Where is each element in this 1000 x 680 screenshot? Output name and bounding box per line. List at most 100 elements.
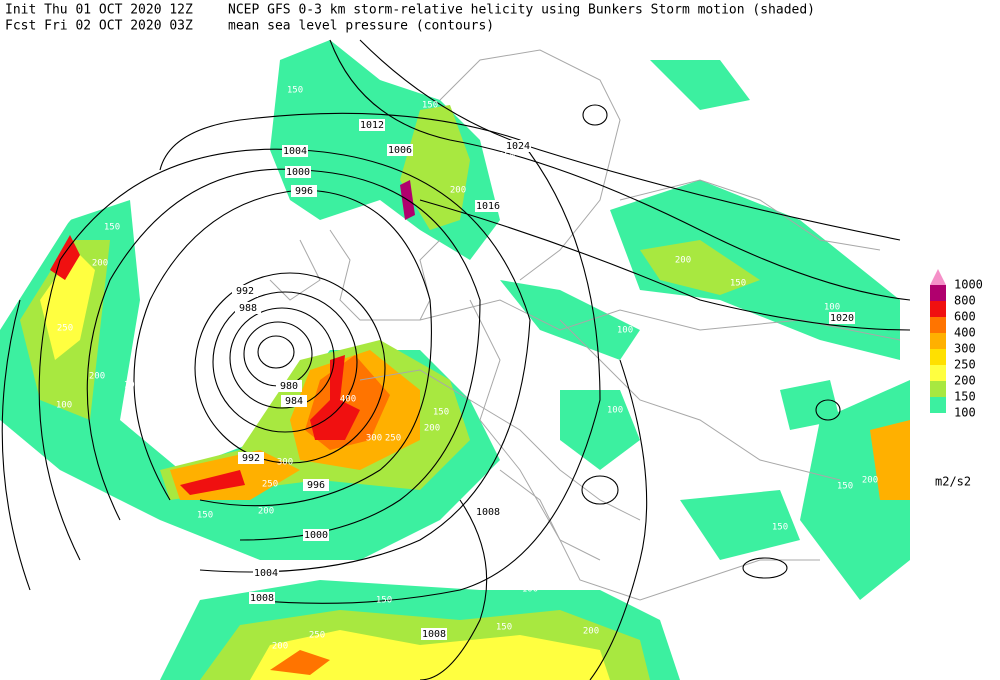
isobar-label: 1004 — [254, 568, 278, 579]
legend-swatch — [930, 381, 946, 397]
helicity-label: 100 — [180, 576, 196, 586]
isobar-label: 1008 — [250, 593, 274, 604]
isobar-label: 984 — [285, 396, 303, 407]
helicity-label: 150 — [197, 511, 213, 521]
isobar-label: 1008 — [422, 629, 446, 640]
helicity-label: 100 — [124, 381, 140, 391]
isobar-label: 1020 — [830, 313, 854, 324]
isobar-label: 1024 — [506, 141, 530, 152]
helicity-label: 150 — [837, 482, 853, 492]
legend: 1000 800 600 400 300 250 200 150 100 m2/s2 — [930, 269, 983, 489]
map-title: NCEP GFS 0-3 km storm-relative helicity … — [228, 3, 815, 18]
legend-label: 300 — [954, 342, 976, 356]
helicity-shading — [0, 40, 910, 680]
helicity-label: 400 — [340, 395, 356, 405]
helicity-label: 100 — [522, 585, 538, 595]
helicity-label: 150 — [640, 294, 656, 304]
helicity-label: 100 — [139, 518, 155, 528]
isobar-label: 992 — [242, 453, 260, 464]
legend-swatch — [930, 301, 946, 317]
legend-label: 600 — [954, 310, 976, 324]
borders — [269, 49, 901, 601]
legend-label: 100 — [954, 406, 976, 420]
helicity-label: 200 — [424, 424, 440, 434]
isobar-label-bg — [291, 185, 317, 197]
helicity-label: 300 — [366, 434, 382, 444]
isobar-label: 1000 — [304, 530, 328, 541]
isobar-label-bg — [281, 395, 307, 407]
helicity-label: 100 — [824, 303, 840, 313]
legend-swatch — [930, 365, 946, 381]
helicity-label: 150 — [433, 408, 449, 418]
isobar-label: 996 — [295, 186, 313, 197]
legend-unit: m2/s2 — [935, 475, 971, 489]
isobar-label-bg — [276, 380, 302, 392]
helicity-label: 100 — [482, 34, 498, 44]
isobar-label-bg — [303, 529, 329, 541]
legend-label: 800 — [954, 294, 976, 308]
helicity-label: 250 — [385, 434, 401, 444]
helicity-label: 200 — [272, 642, 288, 652]
helicity-label: 150 — [496, 623, 512, 633]
helicity-label: 150 — [730, 279, 746, 289]
legend-label: 150 — [954, 390, 976, 404]
legend-swatch — [930, 285, 946, 301]
helicity-label: 100 — [56, 401, 72, 411]
map-labels: 1012 1006 1004 1000 996 1024 1016 1020 992 988 980… — [56, 34, 878, 652]
isobar-label-bg — [359, 119, 385, 131]
isobar-label-bg — [421, 628, 447, 640]
isobar-label-bg — [829, 312, 855, 324]
legend-label: 200 — [954, 374, 976, 388]
helicity-label: 250 — [309, 631, 325, 641]
isobar-label: 992 — [236, 286, 254, 297]
isobar-label-bg — [303, 479, 329, 491]
isobar-label: 980 — [280, 381, 298, 392]
legend-swatch — [930, 269, 946, 285]
helicity-label: 150 — [144, 409, 160, 419]
legend-swatch — [930, 333, 946, 349]
isobar-label: 1016 — [476, 201, 500, 212]
helicity-label: 250 — [57, 324, 73, 334]
helicity-label: 150 — [287, 86, 303, 96]
helicity-label: 200 — [92, 259, 108, 269]
legend-label: 1000 — [954, 278, 983, 292]
forecast-time: Fcst Fri 02 OCT 2020 03Z — [5, 19, 193, 34]
helicity-label: 200 — [258, 507, 274, 517]
helicity-label: 150 — [104, 223, 120, 233]
isobar-label-bg — [475, 506, 501, 518]
helicity-label: 100 — [617, 326, 633, 336]
helicity-label: 150 — [772, 523, 788, 533]
helicity-label: 200 — [583, 627, 599, 637]
isobar-label: 996 — [307, 480, 325, 491]
isobar-label-bg — [232, 285, 258, 297]
isobar-label-bg — [253, 567, 279, 579]
legend-swatch — [930, 397, 946, 413]
map-subtitle: mean sea level pressure (contours) — [228, 19, 494, 34]
helicity-label: 200 — [89, 372, 105, 382]
legend-label: 250 — [954, 358, 976, 372]
helicity-label: 150 — [499, 152, 515, 162]
helicity-label: 150 — [376, 596, 392, 606]
isobar-label-bg — [285, 166, 311, 178]
isobars — [1, 39, 910, 680]
helicity-label: 200 — [450, 186, 466, 196]
helicity-label: 150 — [422, 101, 438, 111]
isobar-label-bg — [475, 200, 501, 212]
isobar-label: 1008 — [476, 507, 500, 518]
map-area: 1012 1006 1004 1000 996 1024 1016 1020 992 988 980… — [0, 34, 910, 680]
isobar-label: 1000 — [286, 167, 310, 178]
legend-swatch — [930, 317, 946, 333]
helicity-label: 200 — [862, 476, 878, 486]
legend-swatch — [930, 349, 946, 365]
isobar-label: 1012 — [360, 120, 384, 131]
helicity-label: 100 — [607, 406, 623, 416]
isobar-label: 1006 — [388, 145, 412, 156]
init-time: Init Thu 01 OCT 2020 12Z — [5, 3, 193, 18]
isobar-label-bg — [387, 144, 413, 156]
isobar-label: 988 — [239, 303, 257, 314]
isobar-label-bg — [238, 452, 264, 464]
isobar-label-bg — [505, 140, 531, 152]
isobar-label-bg — [282, 145, 308, 157]
helicity-label: 200 — [675, 256, 691, 266]
